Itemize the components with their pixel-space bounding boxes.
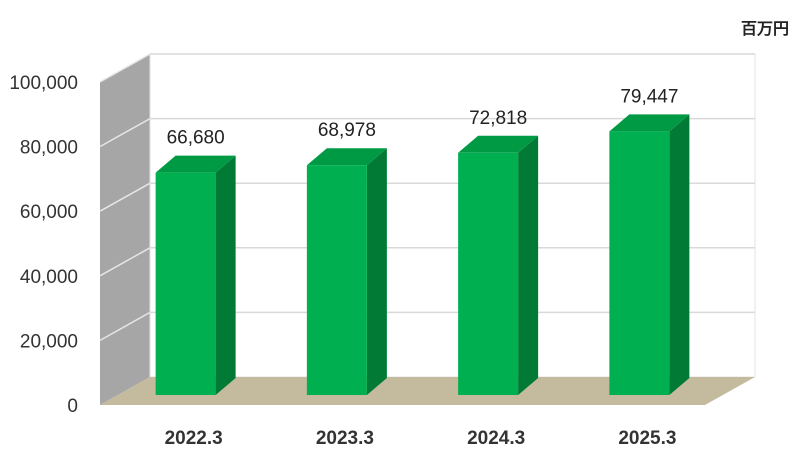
bar-side: [518, 135, 539, 396]
gridline-side: [99, 117, 151, 148]
bar-group: 72,818: [458, 108, 539, 396]
bar: [609, 131, 670, 396]
bar-group: 66,680: [155, 128, 236, 395]
bar-side: [215, 155, 236, 395]
bar-top: [458, 135, 539, 153]
y-tick-label: 100,000: [9, 73, 78, 94]
x-axis-tick-labels: 2022.3 2023.3 2024.3 2025.3: [165, 428, 677, 449]
x-tick-label: 2023.3: [316, 428, 374, 449]
bar-top: [306, 148, 387, 166]
y-tick-label: 80,000: [20, 138, 78, 159]
side-wall: [100, 54, 150, 405]
bar: [155, 172, 216, 395]
unit-label: 百万円: [741, 19, 789, 38]
data-label: 66,680: [167, 128, 225, 149]
gridline-side: [99, 247, 151, 277]
bar-side: [669, 114, 690, 395]
bar-top: [609, 114, 690, 132]
bar-top: [155, 155, 236, 173]
bar-group: 68,978: [306, 120, 387, 395]
y-tick-label: 0: [67, 396, 78, 417]
x-tick-label: 2024.3: [467, 428, 525, 449]
gridline-side: [99, 53, 151, 83]
y-tick-label: 40,000: [20, 267, 78, 288]
gridline-side: [99, 182, 151, 212]
y-axis-tick-labels: 0 20,000 40,000 60,000 80,000 100,000: [9, 73, 78, 417]
bar: [458, 152, 519, 395]
floor: [100, 377, 755, 405]
y-tick-label: 60,000: [20, 202, 78, 223]
bar-side: [366, 148, 387, 395]
data-label: 72,818: [469, 108, 527, 129]
gridline-side: [99, 311, 151, 342]
bar: [306, 165, 367, 395]
bar-group: 79,447: [609, 86, 690, 396]
data-label: 68,978: [318, 120, 376, 141]
data-label: 79,447: [620, 86, 678, 107]
bars: 66,680 68,978 72,818 79,447: [155, 86, 690, 396]
x-tick-label: 2025.3: [618, 428, 676, 449]
y-tick-label: 20,000: [20, 331, 78, 352]
x-tick-label: 2022.3: [165, 428, 223, 449]
